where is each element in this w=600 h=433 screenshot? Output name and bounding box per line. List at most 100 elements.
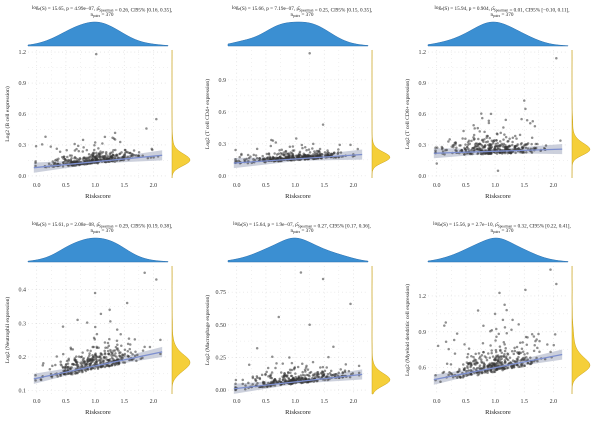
scatter-point <box>82 146 85 149</box>
scatter-point <box>291 377 295 381</box>
scatter-point <box>332 373 335 376</box>
scatter-point <box>254 154 258 157</box>
annotation-part: = 0.26, CI95% [0.16, 0.35], <box>113 7 172 13</box>
scatter-point <box>512 352 516 356</box>
scatter-point <box>534 142 538 146</box>
scatter-point <box>478 142 481 145</box>
scatter-point <box>326 372 330 376</box>
n-pairs-annotation: npairs = 370 <box>291 12 314 18</box>
scatter-point <box>116 347 119 350</box>
scatter-point <box>277 315 280 319</box>
scatter-point <box>155 278 158 281</box>
scatter-point <box>477 373 481 376</box>
scatter-point <box>269 144 273 148</box>
scatter-point <box>499 131 502 135</box>
y-axis-title: Log2 (B cell expression) <box>4 86 11 142</box>
y-axis-title: Log2 (T cell CD8+ expression) <box>404 79 411 149</box>
x-tick-label: 0.5 <box>262 399 270 405</box>
x-tick-label: 0.0 <box>33 183 41 189</box>
scatter-point <box>86 349 89 352</box>
scatter-point <box>56 375 59 378</box>
scatter-point <box>484 140 488 144</box>
scatter-point <box>266 156 269 159</box>
scatter-point <box>301 373 305 377</box>
scatter-point <box>264 373 267 377</box>
scatter-point <box>525 343 529 347</box>
scatter-point <box>500 142 504 146</box>
scatter-point <box>445 148 449 152</box>
scatter-point <box>284 150 287 153</box>
scatter-point <box>234 382 237 386</box>
annotation-part: (S) = 15.65, p = 4.99e−07, <box>40 5 96 12</box>
scatter-point <box>515 144 519 147</box>
regression-line <box>433 353 563 381</box>
scatter-point <box>89 367 93 371</box>
scatter-point <box>448 371 451 374</box>
scatter-point <box>88 362 91 366</box>
annotation-part: = 370 <box>300 12 314 18</box>
scatter-point <box>483 371 486 374</box>
x-marginal-density <box>27 237 169 263</box>
scatter-point <box>281 362 285 365</box>
scatter-point <box>97 359 101 362</box>
scatter-point <box>461 137 464 140</box>
annotation-subscript: Spearman <box>494 8 509 12</box>
scatter-point <box>40 143 44 146</box>
scatter-point <box>549 268 552 271</box>
scatter-point <box>69 372 72 375</box>
scatter-point <box>241 382 244 386</box>
scatter-point <box>61 366 65 369</box>
scatter-point <box>57 157 60 160</box>
scatter-point <box>88 352 91 355</box>
scatter-panel-6: loge(S) = 15.56, p = 2.7e−10, ρ̂Spearman… <box>404 221 591 416</box>
scatter-point <box>325 366 328 369</box>
scatter-point <box>323 151 327 154</box>
y-tick-label: 0.0 <box>419 174 427 180</box>
scatter-point <box>321 370 325 374</box>
scatter-point <box>34 145 38 148</box>
x-tick-label: 0.0 <box>233 399 241 405</box>
scatter-point <box>316 154 320 158</box>
annotation-part: = 0.32, CI95% [0.22, 0.41], <box>512 223 571 229</box>
scatter-point <box>71 348 75 351</box>
scatter-point <box>516 351 519 354</box>
scatter-point <box>113 131 117 135</box>
scatter-point <box>90 153 94 156</box>
scatter-point <box>462 363 465 366</box>
scatter-point <box>503 303 506 306</box>
scatter-point <box>84 363 88 367</box>
scatter-point <box>112 154 115 157</box>
annotation-part: = 370 <box>500 12 514 18</box>
scatter-point <box>265 370 268 374</box>
scatter-point <box>95 154 98 157</box>
x-tick-label: 1.5 <box>121 183 129 189</box>
scatter-point <box>519 351 523 355</box>
scatter-point <box>79 355 83 359</box>
scatter-point <box>288 368 292 372</box>
scatter-point <box>108 337 111 341</box>
scatter-point <box>434 373 437 377</box>
scatter-point <box>101 142 104 145</box>
scatter-point <box>101 361 105 364</box>
scatter-point <box>478 366 481 369</box>
annotation-part: = 370 <box>500 228 514 234</box>
scatter-point <box>51 160 55 163</box>
scatter-point <box>61 352 65 356</box>
scatter-point <box>434 146 437 149</box>
scatter-point <box>455 149 458 152</box>
scatter-point <box>465 370 468 373</box>
scatter-point <box>292 149 296 152</box>
scatter-point <box>131 154 134 158</box>
scatter-point <box>552 343 555 347</box>
y-axis-title: Log2 (Macrophage expression) <box>204 295 211 365</box>
scatter-point <box>492 363 495 366</box>
scatter-point <box>293 366 296 370</box>
annotation-subscript: pairs <box>493 230 501 234</box>
scatter-point <box>349 143 352 147</box>
scatter-point <box>449 363 453 366</box>
scatter-point <box>75 355 78 358</box>
scatter-point <box>524 288 527 292</box>
scatter-point <box>520 117 523 121</box>
x-tick-label: 1.0 <box>91 399 99 405</box>
scatter-point <box>452 145 455 149</box>
